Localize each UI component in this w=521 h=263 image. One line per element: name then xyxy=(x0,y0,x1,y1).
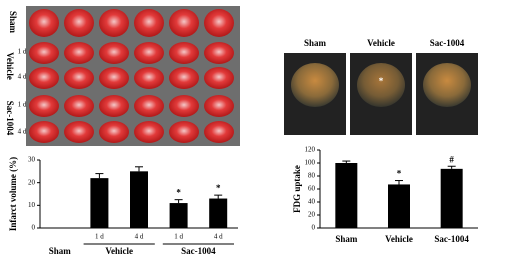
brain-slice xyxy=(99,95,129,117)
brain-slice xyxy=(204,67,234,89)
x-tick-label: Vehicle xyxy=(385,234,413,244)
y-tick-label: 60 xyxy=(308,185,316,193)
pet-signal xyxy=(291,63,339,107)
bar xyxy=(169,203,188,228)
group-label: Vehicle xyxy=(105,246,133,256)
brain-slice xyxy=(99,42,129,64)
brain-slice xyxy=(29,67,59,89)
brain-slice xyxy=(204,95,234,117)
brain-slice xyxy=(134,9,164,37)
x-tick-label: 4 d xyxy=(214,233,223,241)
y-tick-label: 20 xyxy=(28,178,36,186)
brain-slice xyxy=(29,9,59,37)
row-label: 4 d xyxy=(18,128,27,136)
pet-label: Sham xyxy=(304,38,327,48)
pet-images: Sham Vehicle Sac-1004 * xyxy=(284,38,478,135)
bar xyxy=(388,184,410,228)
y-tick-label: 30 xyxy=(28,156,36,164)
x-tick-label: 4 d xyxy=(135,233,144,241)
brain-slice xyxy=(134,121,164,143)
y-axis-label: FDG uptake xyxy=(292,165,302,213)
y-axis-label: Infarct volume (%) xyxy=(8,157,18,231)
brain-slice xyxy=(169,67,199,89)
pet-annotation: * xyxy=(379,76,384,86)
brain-slice xyxy=(99,121,129,143)
brain-slice xyxy=(99,9,129,37)
brain-slice xyxy=(169,42,199,64)
x-tick-label: 1 d xyxy=(174,233,183,241)
brain-slice xyxy=(29,95,59,117)
brain-slice xyxy=(204,9,234,37)
brain-slice xyxy=(29,121,59,143)
brain-images: Sham Vehicle 1 d 4 d Sac-1004 1 d 4 d xyxy=(5,6,240,146)
pet-label: Vehicle xyxy=(367,38,395,48)
brain-slice xyxy=(29,42,59,64)
brain-slice xyxy=(169,9,199,37)
brain-slice xyxy=(64,9,94,37)
bar xyxy=(130,171,148,228)
brain-slice xyxy=(99,67,129,89)
row-label: 1 d xyxy=(18,48,27,56)
annotation: * xyxy=(397,169,402,179)
y-tick-label: 120 xyxy=(305,146,316,154)
pet-label: Sac-1004 xyxy=(430,38,465,48)
bar xyxy=(335,163,358,228)
bar xyxy=(209,198,228,228)
y-tick-label: 40 xyxy=(308,198,316,206)
brain-slice xyxy=(204,121,234,143)
bar xyxy=(440,168,463,228)
brain-slice xyxy=(169,95,199,117)
row-label: Sac-1004 xyxy=(5,101,15,136)
bar xyxy=(90,178,109,228)
group-label: Sac-1004 xyxy=(181,246,216,256)
brain-slice xyxy=(134,67,164,89)
row-label: 1 d xyxy=(18,101,27,109)
y-tick-label: 20 xyxy=(308,211,316,219)
row-label: 4 d xyxy=(18,73,27,81)
brain-slice xyxy=(169,121,199,143)
row-label: Sham xyxy=(8,11,18,34)
group-label: Sham xyxy=(49,246,72,256)
pet-signal xyxy=(357,63,405,107)
brain-slice xyxy=(64,67,94,89)
row-label: Vehicle xyxy=(5,52,15,80)
y-tick-label: 80 xyxy=(308,172,316,180)
y-tick-label: 100 xyxy=(305,159,316,167)
x-tick-label: 1 d xyxy=(95,233,104,241)
y-tick-label: 10 xyxy=(28,201,36,209)
annotation: * xyxy=(216,183,221,193)
pet-signal xyxy=(423,63,471,107)
brain-slice xyxy=(64,95,94,117)
x-tick-label: Sac-1004 xyxy=(434,234,469,244)
brain-slice xyxy=(134,42,164,64)
brain-slice xyxy=(64,121,94,143)
annotation: # xyxy=(449,154,454,164)
brain-slice xyxy=(134,95,164,117)
x-tick-label: Sham xyxy=(335,234,358,244)
annotation: * xyxy=(176,188,181,198)
y-tick-label: 0 xyxy=(32,224,36,232)
brain-slice xyxy=(204,42,234,64)
y-tick-label: 0 xyxy=(312,224,316,232)
brain-slice xyxy=(64,42,94,64)
